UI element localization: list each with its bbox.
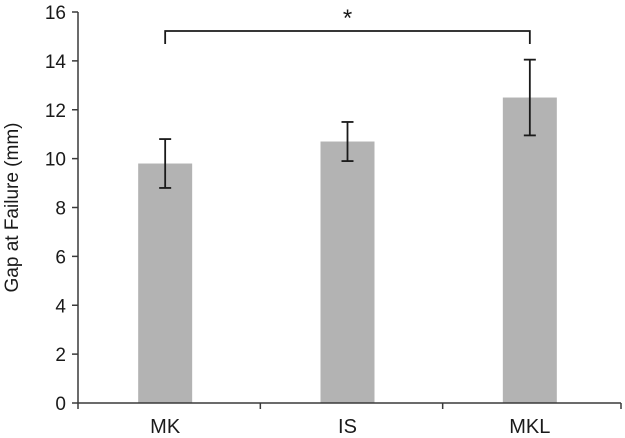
y-tick-label: 14 (45, 52, 67, 73)
x-ticks: MK IS MKL (77, 403, 622, 438)
bar (320, 141, 375, 404)
significance-label: * (343, 5, 352, 32)
y-tick-label: 0 (55, 394, 66, 415)
bar (138, 163, 193, 403)
y-tick-label: 10 (45, 150, 66, 171)
y-tick-label: 16 (45, 3, 66, 24)
bars-layer (138, 97, 557, 404)
y-tick-label: 6 (55, 247, 66, 268)
bar (502, 97, 557, 403)
y-tick-label: 12 (45, 101, 66, 122)
significance-bracket (164, 30, 531, 44)
x-tick-label: IS (338, 416, 357, 438)
y-tick-label: 8 (55, 199, 66, 220)
x-tick-label: MK (150, 416, 181, 438)
y-tick-label: 2 (55, 345, 66, 366)
x-tick-label: MKL (509, 416, 550, 438)
y-tick-label: 4 (55, 296, 66, 317)
y-axis-label: Gap at Failure (mm) (2, 123, 23, 293)
error-bars-layer (159, 58, 536, 189)
annotations-layer: * (164, 5, 531, 44)
y-ticks: 0 2 4 6 8 10 12 14 16 (45, 3, 78, 415)
